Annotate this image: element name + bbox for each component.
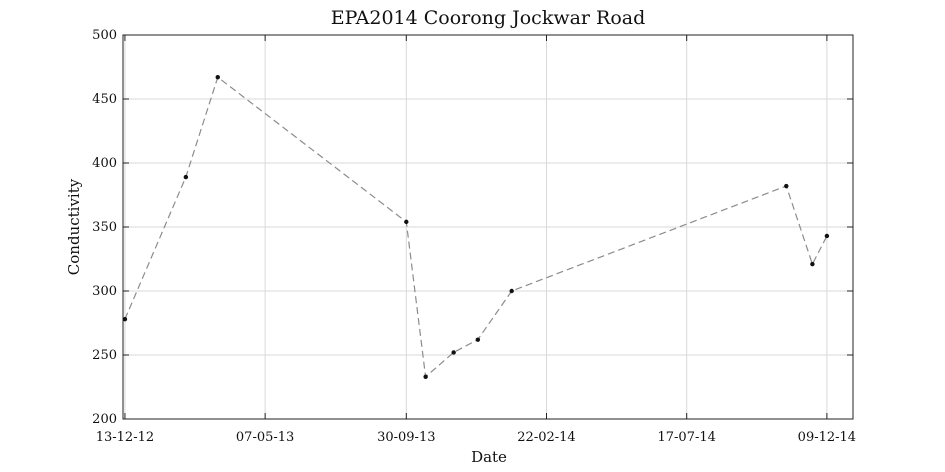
axis-ticks <box>123 34 853 420</box>
y-tick-label: 250 <box>92 348 117 363</box>
y-tick-label: 300 <box>92 284 117 299</box>
y-tick-label: 200 <box>92 412 117 427</box>
data-point <box>475 337 481 342</box>
data-point <box>122 316 128 322</box>
data-point <box>810 261 815 267</box>
x-tick-label: 09-12-14 <box>798 430 856 445</box>
y-axis-tick-labels: 200 250 300 350 400 450 500 <box>92 28 117 427</box>
data-point <box>451 350 456 355</box>
data-series <box>122 75 830 379</box>
x-tick-label: 17-07-14 <box>657 430 715 445</box>
data-point <box>423 374 428 379</box>
data-point <box>509 288 514 294</box>
x-tick-label: 30-09-13 <box>377 430 435 445</box>
y-tick-label: 500 <box>92 28 117 43</box>
y-tick-label: 350 <box>92 220 117 235</box>
y-tick-label: 450 <box>92 92 117 107</box>
y-tick-label: 400 <box>92 156 117 171</box>
data-point <box>784 183 789 189</box>
chart-title: EPA2014 Coorong Jockwar Road <box>331 7 646 29</box>
x-tick-label: 07-05-13 <box>236 430 294 445</box>
series-line <box>124 76 828 378</box>
x-tick-label: 22-02-14 <box>517 430 575 445</box>
grid-lines <box>123 34 853 420</box>
y-axis-label: Conductivity <box>65 178 83 275</box>
data-point <box>824 233 830 239</box>
x-axis-tick-labels: 13-12-12 07-05-13 30-09-13 22-02-14 17-07-14… <box>96 430 856 445</box>
data-point <box>183 174 189 180</box>
x-axis-label: Date <box>471 448 507 466</box>
x-tick-label: 13-12-12 <box>96 430 154 445</box>
data-point <box>404 219 409 225</box>
data-point <box>215 75 220 80</box>
